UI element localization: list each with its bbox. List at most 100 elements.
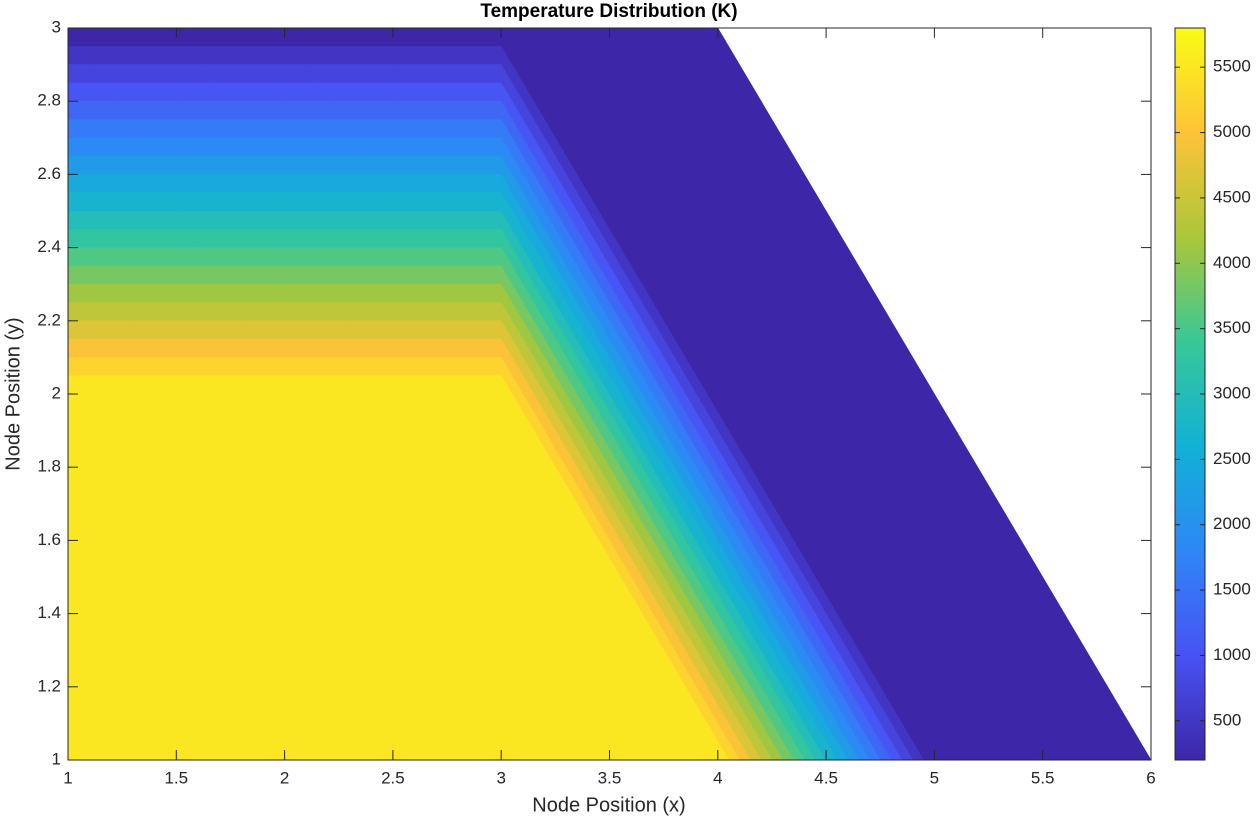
y-tick-label: 2: [52, 383, 61, 402]
contour-band: [609, 558, 621, 578]
contour-band: [284, 137, 361, 157]
contour-band: [392, 210, 502, 230]
colorbar-tick-label: 3500: [1213, 318, 1251, 337]
y-tick-label: 1.6: [37, 530, 61, 549]
contour-band: [305, 247, 394, 267]
contour-band: [176, 302, 242, 322]
contour-band: [305, 64, 394, 84]
contour-band: [67, 192, 177, 212]
contour-band: [717, 27, 827, 212]
contour-band: [392, 302, 459, 322]
contour-band: [176, 210, 285, 230]
contour-band: [67, 119, 134, 139]
contour-band: [284, 320, 361, 340]
x-tick-label: 2: [280, 768, 289, 787]
contour-band: [392, 357, 491, 377]
contour-band: [67, 210, 177, 230]
contour-band: [197, 247, 285, 267]
contour-band: [403, 229, 502, 248]
contour-band: [176, 192, 285, 212]
contour-band: [316, 265, 394, 285]
y-axis-label: Node Position (y): [2, 317, 24, 470]
chart-title: Temperature Distribution (K): [480, 1, 737, 22]
contour-band: [284, 302, 350, 322]
contour-band: [392, 375, 502, 395]
contour-band: [284, 27, 394, 47]
contour-band: [392, 192, 502, 212]
y-tick-label: 2.2: [37, 310, 61, 329]
contour-band: [176, 137, 253, 157]
contour-band: [717, 558, 729, 578]
contour-band: [67, 338, 155, 358]
contour-band: [392, 338, 480, 358]
contour-band: [67, 137, 145, 157]
contour-band: [392, 155, 480, 175]
x-tick-label: 6: [1146, 768, 1155, 787]
contour-band: [186, 229, 285, 248]
contour-band: [284, 357, 383, 377]
x-tick-label: 3.5: [598, 768, 622, 787]
colorbar-tick-label: 1000: [1213, 645, 1251, 664]
contour-band: [327, 100, 394, 120]
contour-band: [392, 174, 491, 193]
contour-band: [67, 357, 166, 377]
colorbar-tick-label: 3000: [1213, 383, 1251, 402]
colorbar-tick-label: 5500: [1213, 57, 1251, 76]
x-tick-label: 5.5: [1031, 768, 1055, 787]
x-tick-label: 1: [63, 768, 72, 787]
contour-band: [186, 45, 285, 65]
y-tick-label: 1.2: [37, 676, 61, 695]
contour-band: [208, 265, 285, 285]
contour-band: [316, 82, 394, 102]
contour-band: [284, 210, 394, 230]
contour-band: [197, 64, 285, 84]
colorbar-tick-label: 2000: [1213, 514, 1251, 533]
contour-band: [67, 174, 166, 193]
contour-band: [414, 247, 502, 267]
contour-band: [295, 229, 394, 248]
contour-band: [284, 155, 372, 175]
contour-band: [176, 338, 264, 358]
contour-band: [295, 45, 394, 65]
contour-band: [176, 174, 275, 193]
contour-band: [284, 375, 394, 395]
contour-band: [176, 320, 253, 340]
y-tick-label: 2.4: [37, 237, 61, 256]
contour-band: [67, 375, 177, 395]
colorbar-tick-label: 500: [1213, 710, 1241, 729]
y-tick-label: 1.4: [37, 603, 61, 622]
contour-band: [67, 27, 177, 47]
contour-band: [500, 192, 513, 212]
contour-band: [500, 375, 513, 395]
x-tick-label: 1.5: [164, 768, 188, 787]
contour-band: [825, 210, 935, 395]
contour-band: [208, 82, 285, 102]
contour-band: [89, 64, 177, 84]
contour-band: [284, 192, 394, 212]
contour-band: [219, 100, 285, 120]
y-tick-label: 1: [52, 749, 61, 768]
contour-band: [111, 283, 177, 303]
contour-band: [176, 27, 285, 47]
colorbar-tick-label: 2500: [1213, 449, 1251, 468]
x-axis-label: Node Position (x): [532, 794, 685, 816]
contour-band: [392, 320, 470, 340]
x-tick-label: 4: [713, 768, 722, 787]
contour-band: [176, 119, 242, 139]
y-tick-label: 1.8: [37, 457, 61, 476]
contour-band: [435, 100, 502, 120]
contour-band: [67, 155, 155, 175]
contour-band: [284, 338, 372, 358]
x-tick-label: 2.5: [381, 768, 405, 787]
contour-band: [403, 45, 502, 65]
contour-band: [176, 155, 264, 175]
contour-band: [111, 100, 177, 120]
contour-band: [67, 302, 134, 322]
contour-band: [284, 174, 383, 193]
colorbar-tick-label: 4500: [1213, 187, 1251, 206]
y-tick-label: 3: [52, 17, 61, 36]
contour-band: [176, 357, 275, 377]
contour-band: [89, 247, 177, 267]
contour-band: [78, 229, 177, 248]
